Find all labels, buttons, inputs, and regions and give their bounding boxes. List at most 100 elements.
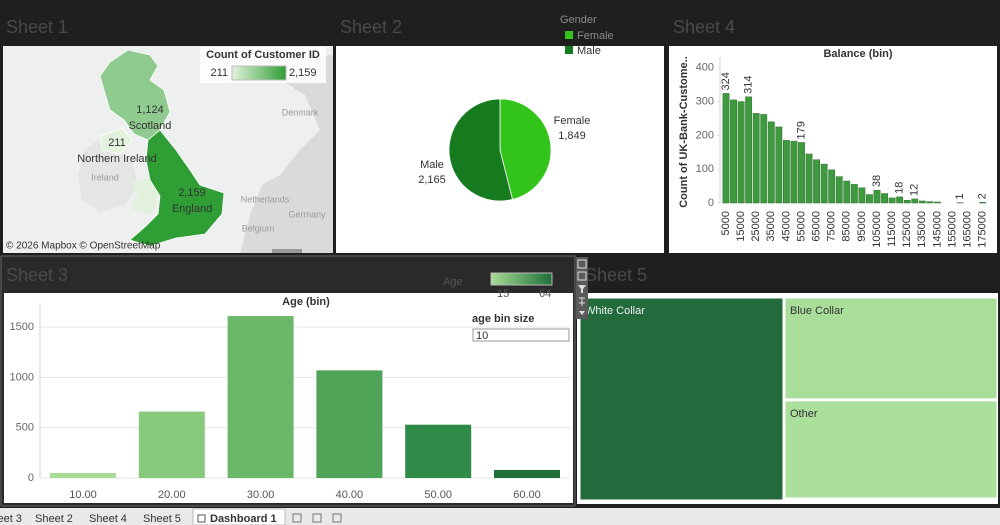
- legend-gradient: [231, 65, 287, 81]
- x-tick-label: 55000: [795, 211, 807, 242]
- bar[interactable]: [813, 159, 821, 204]
- age-chart: 0 500 1000 1500 Age (bin) 10.00 20.00 30.00 40.0…: [10, 296, 570, 501]
- y-tick-label: 0: [708, 197, 714, 209]
- active-tab[interactable]: [192, 508, 286, 525]
- bar[interactable]: [881, 193, 888, 204]
- region-name: Scotland: [129, 120, 172, 132]
- value-label: 2: [977, 193, 989, 199]
- bar[interactable]: [737, 101, 745, 204]
- pie-slice[interactable]: [499, 98, 552, 200]
- bar[interactable]: [227, 316, 294, 478]
- treemap-cell[interactable]: [784, 297, 998, 400]
- bar[interactable]: [866, 194, 873, 204]
- sheet-tab[interactable]: Sheet 5: [143, 513, 181, 525]
- x-tick-label: 25000: [750, 211, 762, 242]
- sheet-title: Sheet 1: [6, 17, 68, 37]
- value-label: 314: [743, 75, 755, 93]
- bar[interactable]: [805, 153, 813, 204]
- y-tick-label: 500: [16, 422, 34, 434]
- bar[interactable]: [494, 469, 560, 478]
- y-tick-label: 1000: [10, 371, 34, 383]
- legend-label[interactable]: Male: [577, 45, 601, 57]
- bar[interactable]: [828, 169, 836, 204]
- bar[interactable]: [979, 202, 987, 204]
- x-tick-label: 65000: [811, 211, 823, 242]
- legend-label[interactable]: Female: [577, 30, 614, 42]
- overlay: Sheet 1 Sheet 2 Sheet 4 Sheet 3 Sheet 5 …: [0, 14, 1000, 525]
- x-tick-label: 20.00: [158, 489, 186, 501]
- bar[interactable]: [730, 99, 737, 204]
- region: [99, 127, 133, 155]
- tool-icon[interactable]: [577, 271, 587, 281]
- bar[interactable]: [858, 187, 866, 204]
- pin-icon[interactable]: [579, 297, 585, 306]
- bar[interactable]: [405, 424, 472, 478]
- sheet-tab[interactable]: Sheet 3: [0, 513, 22, 525]
- filter-icon[interactable]: [578, 285, 586, 293]
- bar[interactable]: [722, 93, 730, 204]
- new-tab-icon[interactable]: [312, 513, 322, 523]
- legend-swatch[interactable]: [565, 46, 573, 54]
- bar[interactable]: [850, 184, 858, 204]
- toolbar: [576, 257, 588, 319]
- bar[interactable]: [888, 197, 896, 204]
- value-label: 38: [871, 175, 883, 187]
- region-name: Northern Ireland: [77, 153, 157, 165]
- value-label: 12: [909, 184, 921, 196]
- treemap: White Collar Blue Collar Other: [579, 297, 998, 501]
- bar[interactable]: [835, 176, 843, 204]
- treemap-cell[interactable]: [579, 297, 784, 501]
- x-tick-label: 165000: [962, 211, 974, 248]
- basemap-label: Ireland: [91, 172, 119, 182]
- bar[interactable]: [843, 180, 851, 204]
- tool-icon[interactable]: [577, 259, 587, 269]
- sheet-tab[interactable]: Sheet 4: [89, 513, 127, 525]
- value-label: 324: [720, 72, 732, 90]
- x-tick-label: 155000: [946, 211, 958, 248]
- sheet-tab[interactable]: Dashboard 1: [210, 513, 277, 525]
- x-tick-label: 125000: [901, 211, 913, 248]
- sheet-tab[interactable]: Sheet 2: [35, 513, 73, 525]
- y-tick-label: 0: [28, 472, 34, 484]
- pie-slice[interactable]: [448, 98, 513, 202]
- parameter-value[interactable]: 10: [476, 330, 488, 342]
- new-tab-icon[interactable]: [332, 513, 342, 523]
- bar[interactable]: [775, 126, 783, 204]
- treemap-cell[interactable]: [784, 400, 998, 499]
- bar[interactable]: [760, 114, 768, 204]
- bar[interactable]: [820, 163, 828, 204]
- legend-max: 64: [539, 288, 551, 300]
- bar[interactable]: [767, 121, 775, 204]
- basemap-label: Netherlands: [241, 194, 290, 204]
- bar[interactable]: [903, 200, 911, 204]
- bar[interactable]: [798, 142, 805, 204]
- bar[interactable]: [873, 189, 881, 204]
- region-value: 2,159: [178, 187, 206, 199]
- x-tick-label: 40.00: [336, 489, 364, 501]
- new-tab-icon[interactable]: [292, 513, 302, 523]
- treemap-label: Blue Collar: [790, 305, 844, 317]
- x-tick-label: 15000: [735, 211, 747, 242]
- bar[interactable]: [918, 200, 926, 204]
- bar[interactable]: [752, 113, 760, 204]
- legend-swatch[interactable]: [565, 31, 573, 39]
- basemap-label: Belgium: [242, 223, 275, 233]
- bar[interactable]: [790, 140, 798, 204]
- bar[interactable]: [50, 472, 116, 478]
- parameter-input[interactable]: [472, 328, 570, 342]
- bar[interactable]: [926, 201, 934, 204]
- bar[interactable]: [745, 96, 753, 204]
- bar[interactable]: [911, 198, 919, 204]
- bar[interactable]: [896, 196, 904, 204]
- bar[interactable]: [934, 201, 941, 204]
- bar[interactable]: [783, 140, 790, 204]
- value-label: 179: [795, 121, 807, 139]
- x-tick-label: 30.00: [247, 489, 275, 501]
- y-tick-label: 300: [696, 95, 714, 107]
- parameter-label: age bin size: [472, 313, 534, 325]
- bar[interactable]: [316, 370, 383, 478]
- legend-min: 211: [210, 67, 228, 79]
- bar[interactable]: [138, 411, 205, 478]
- more-icon[interactable]: [579, 311, 585, 315]
